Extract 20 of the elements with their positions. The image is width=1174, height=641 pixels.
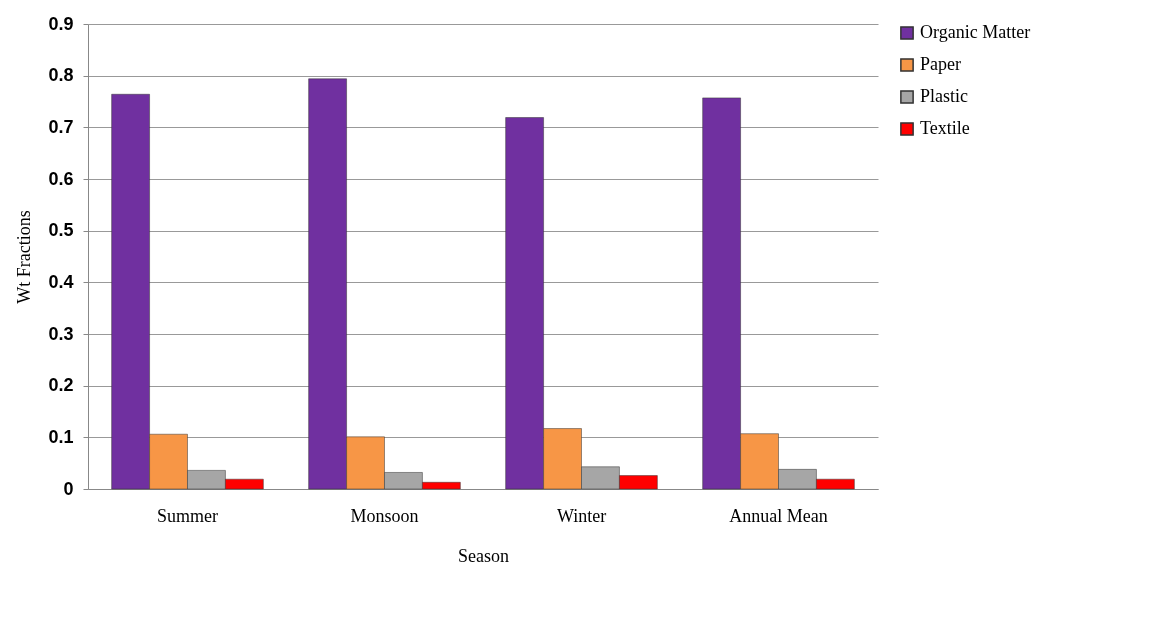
- x-axis-title: Season: [458, 545, 509, 566]
- y-tick-label: 0: [63, 478, 74, 499]
- y-tick-label: 0.5: [48, 220, 74, 241]
- y-tick-label: 0.4: [48, 271, 74, 292]
- y-tick-label: 0.7: [48, 116, 74, 137]
- y-tick-label: 0.8: [48, 65, 74, 86]
- y-tick-label: 0.9: [48, 13, 74, 34]
- x-tick-label: Winter: [556, 505, 607, 526]
- y-tick-label: 0.2: [48, 375, 74, 396]
- x-tick-label: Monsoon: [350, 505, 419, 526]
- legend-label: Paper: [920, 54, 961, 74]
- legend-label: Textile: [920, 118, 970, 138]
- legend-label: Organic Matter: [920, 22, 1031, 42]
- x-tick-label: Annual Mean: [729, 505, 828, 526]
- y-tick-label: 0.1: [48, 426, 74, 447]
- y-axis-title: Wt Fractions: [14, 210, 35, 304]
- x-tick-label: Summer: [156, 505, 218, 526]
- y-tick-label: 0.3: [48, 323, 74, 344]
- y-tick-label: 0.6: [48, 168, 74, 189]
- legend-label: Plastic: [920, 86, 969, 106]
